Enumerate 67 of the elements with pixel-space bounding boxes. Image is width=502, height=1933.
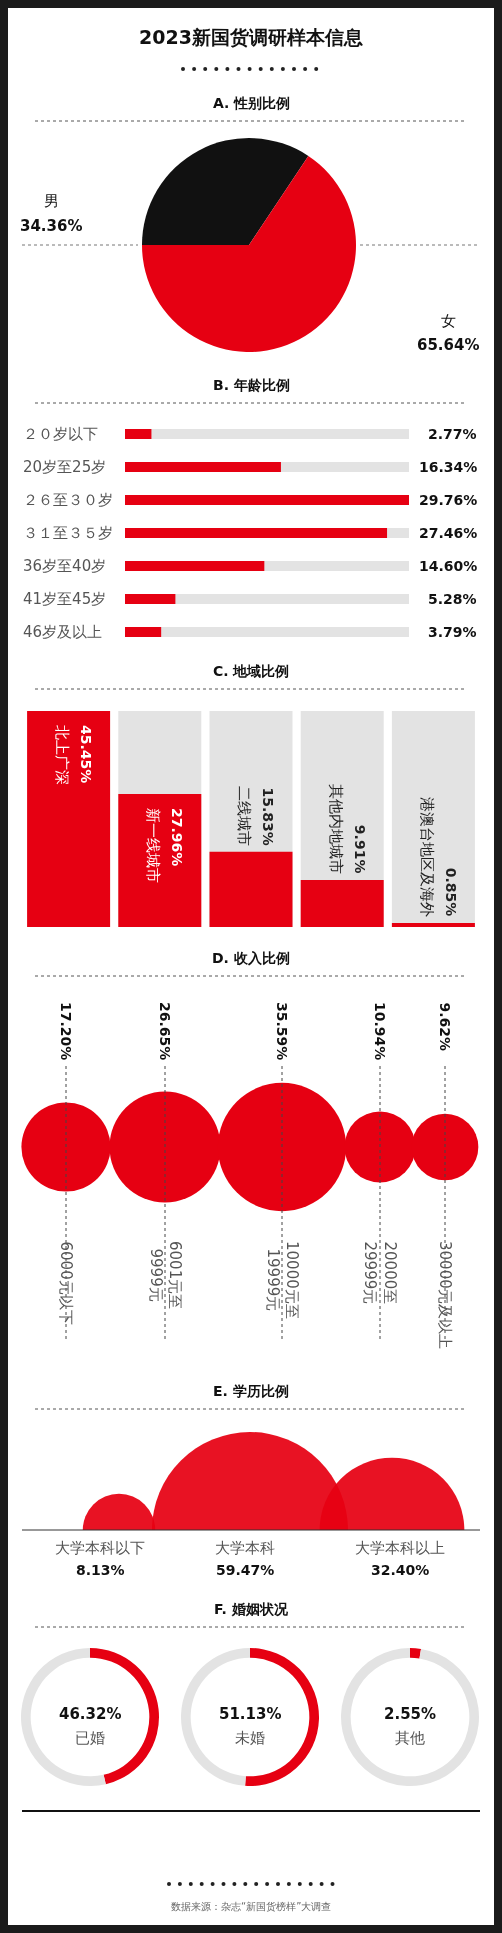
data-label: 10.94% (372, 1002, 388, 1061)
y-tick-label: ２０岁以下 (23, 425, 98, 443)
slice-label: 女 (441, 312, 456, 330)
data-label: 35.59% (274, 1002, 290, 1061)
data-label: 2.55% (384, 1705, 437, 1723)
data-label: 32.40% (371, 1562, 430, 1578)
data-label: 34.36% (20, 217, 83, 235)
data-label: 27.96% (169, 807, 186, 867)
data-label: 59.47% (216, 1562, 275, 1578)
pie-slice (142, 155, 356, 352)
data-label: 29.76% (419, 492, 478, 508)
chart-title: B. 年龄比例 (213, 377, 290, 393)
y-tick-label: 36岁至40岁 (23, 557, 107, 575)
category-label: 6001元至 9999元 (146, 1241, 184, 1310)
x-tick-label: 其他内地城市 (326, 784, 345, 875)
slice-label: 其他 (395, 1729, 425, 1747)
pie-slice (142, 138, 309, 245)
y-tick-label: 41岁至45岁 (23, 590, 107, 608)
bar (125, 627, 162, 637)
x-tick-label: 港澳台地区及海外 (417, 796, 436, 917)
data-label: 3.79% (428, 624, 477, 640)
data-label: 51.13% (219, 1705, 282, 1723)
data-label: 65.64% (417, 336, 480, 354)
data-label: 9.91% (351, 824, 368, 874)
chart-title: 2023新国货调研样本信息 (139, 26, 363, 48)
bar (300, 879, 384, 927)
donut-slice (341, 1648, 479, 1786)
data-label: 2.77% (428, 426, 477, 442)
data-label: 9.62% (436, 1002, 453, 1052)
slice-label: 未婚 (235, 1729, 265, 1747)
y-tick-label: ２６至３０岁 (23, 491, 113, 509)
x-tick-label: 二线城市 (235, 786, 254, 847)
bar (125, 429, 152, 439)
text: D. 收入比例 (212, 950, 290, 966)
source-note: 数据来源：杂志“新国货榜样”大调查 (171, 1901, 332, 1912)
slice-label: 已婚 (75, 1729, 105, 1747)
category-label: 10000元至 19999元 (263, 1241, 301, 1319)
data-label: 46.32% (59, 1705, 122, 1723)
data-label: 15.83% (260, 787, 277, 846)
text: E. 学历比例 (213, 1383, 289, 1399)
chart-title: F. 婚姻状况 (214, 1601, 289, 1617)
y-tick-label: 46岁及以上 (23, 623, 103, 641)
y-tick-label: ３１至３５岁 (23, 524, 113, 542)
data-label: 26.65% (157, 1002, 173, 1061)
category-label: 6000元以下 (56, 1241, 75, 1325)
category-label: 20000至 29999元 (361, 1241, 399, 1305)
x-tick-label: 北上广深 (53, 724, 72, 785)
category-label: 大学本科 (215, 1539, 275, 1557)
chart-title: C. 地域比例 (213, 663, 290, 679)
data-label: 45.45% (77, 725, 94, 784)
data-label: 14.60% (419, 558, 478, 574)
category-label: 大学本科以上 (355, 1539, 445, 1557)
chart-subtitle: A. 性别比例 (213, 95, 291, 111)
bar (391, 922, 475, 927)
data-label: 5.28% (428, 591, 477, 607)
data-label: 8.13% (76, 1562, 125, 1578)
category-label: 30000元及以上 (436, 1241, 454, 1349)
donut-slice (410, 1648, 422, 1659)
data-label: 27.46% (419, 525, 478, 541)
data-label: 0.85% (443, 867, 460, 917)
slice-label: 男 (44, 192, 59, 210)
bar (125, 594, 176, 604)
data-label: 17.20% (58, 1002, 74, 1061)
category-label: 大学本科以下 (55, 1539, 145, 1557)
data-label: 16.34% (419, 459, 478, 475)
y-tick-label: 20岁至25岁 (23, 458, 107, 476)
x-tick-label: 新一线城市 (144, 808, 163, 884)
